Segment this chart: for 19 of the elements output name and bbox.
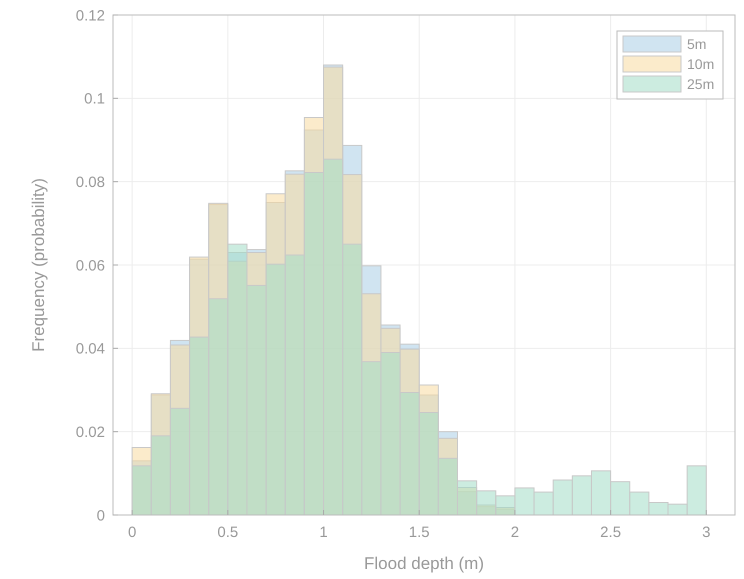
x-axis-title: Flood depth (m) bbox=[364, 554, 484, 573]
x-tick-label: 2 bbox=[510, 524, 520, 541]
y-tick-label: 0.1 bbox=[84, 90, 105, 108]
y-tick-label: 0.02 bbox=[76, 424, 105, 441]
x-tick-label: 1 bbox=[319, 524, 328, 541]
x-tick-label: 0.5 bbox=[217, 524, 238, 541]
y-tick-label: 0.12 bbox=[76, 7, 105, 24]
legend-label: 10m bbox=[687, 56, 714, 72]
x-tick-label: 0 bbox=[128, 524, 136, 541]
legend-label: 5m bbox=[687, 36, 706, 52]
x-tick-label: 2.5 bbox=[600, 524, 622, 541]
y-tick-label: 0.04 bbox=[76, 340, 105, 358]
legend-label: 25m bbox=[687, 76, 714, 92]
x-tick-label: 1.5 bbox=[408, 524, 430, 541]
y-tick-label: 0.08 bbox=[76, 174, 105, 191]
y-axis-title: Frequency (probability) bbox=[29, 178, 48, 352]
y-tick-label: 0.06 bbox=[76, 257, 105, 274]
x-tick-label: 3 bbox=[702, 524, 710, 541]
y-tick-label: 0 bbox=[96, 507, 105, 524]
